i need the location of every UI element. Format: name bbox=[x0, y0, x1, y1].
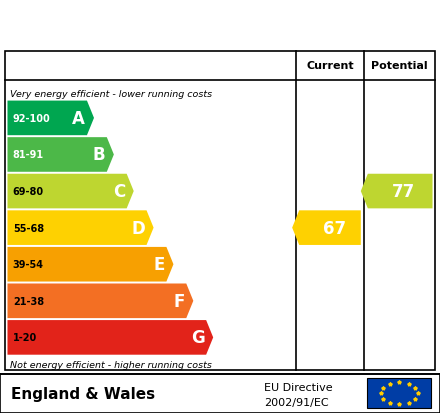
Polygon shape bbox=[7, 320, 213, 355]
Text: E: E bbox=[153, 256, 165, 273]
Text: 21-38: 21-38 bbox=[13, 296, 44, 306]
Text: 77: 77 bbox=[392, 183, 415, 201]
Text: Energy Efficiency Rating: Energy Efficiency Rating bbox=[11, 15, 299, 35]
Text: Not energy efficient - higher running costs: Not energy efficient - higher running co… bbox=[10, 360, 212, 369]
Polygon shape bbox=[7, 174, 134, 209]
Text: EU Directive: EU Directive bbox=[264, 382, 333, 392]
Polygon shape bbox=[361, 174, 433, 209]
Text: D: D bbox=[131, 219, 145, 237]
Text: England & Wales: England & Wales bbox=[11, 386, 155, 401]
Polygon shape bbox=[7, 101, 94, 136]
Polygon shape bbox=[7, 211, 154, 245]
Text: 39-54: 39-54 bbox=[13, 260, 44, 270]
Polygon shape bbox=[7, 284, 193, 318]
Text: 92-100: 92-100 bbox=[13, 114, 51, 123]
Text: Very energy efficient - lower running costs: Very energy efficient - lower running co… bbox=[10, 89, 212, 98]
FancyBboxPatch shape bbox=[367, 378, 431, 408]
Text: C: C bbox=[113, 183, 125, 201]
Polygon shape bbox=[7, 247, 173, 282]
Text: F: F bbox=[173, 292, 184, 310]
Text: Current: Current bbox=[306, 61, 354, 71]
Text: 55-68: 55-68 bbox=[13, 223, 44, 233]
Text: G: G bbox=[191, 329, 204, 347]
Text: 69-80: 69-80 bbox=[13, 187, 44, 197]
Text: 67: 67 bbox=[323, 219, 346, 237]
Text: B: B bbox=[92, 146, 105, 164]
Text: 2002/91/EC: 2002/91/EC bbox=[264, 397, 329, 407]
Text: 81-91: 81-91 bbox=[13, 150, 44, 160]
Text: 1-20: 1-20 bbox=[13, 332, 37, 342]
Text: Potential: Potential bbox=[371, 61, 428, 71]
Polygon shape bbox=[7, 138, 114, 172]
Polygon shape bbox=[292, 211, 361, 245]
Text: A: A bbox=[72, 109, 85, 128]
